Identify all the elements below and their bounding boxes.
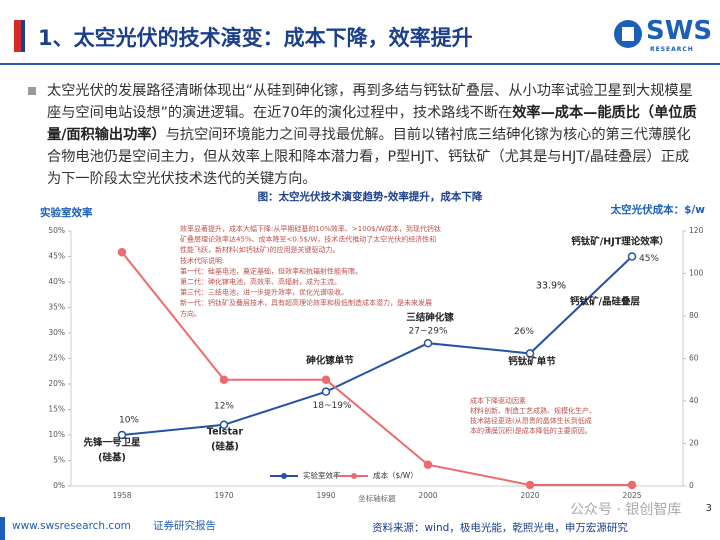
footer-kind: 证券研究报告 — [153, 519, 216, 532]
text: 太空光伏的发展路径清晰体现出“从硅到砷化镓，再到多结与钙钛矿叠层、从小功率试验卫… — [47, 83, 693, 121]
legend-marker — [281, 473, 287, 479]
point-label: (硅基) — [211, 441, 239, 453]
y2-axis-label: 太空光伏成本：$/w — [610, 203, 706, 216]
note-text: 第三代：三结电池，进一步提升效率，优化光谱吸收。 — [180, 288, 348, 297]
point-label: 33.9% — [536, 281, 566, 292]
point-label: 钙钛矿/晶硅叠层 — [570, 296, 640, 308]
bullet — [28, 87, 36, 95]
point-label: 钙钛矿单节 — [508, 356, 556, 368]
y2-tick-label: 20 — [689, 439, 699, 448]
logo-sub: RESEARCH — [650, 46, 694, 53]
point-label: 三结砷化镓 — [406, 312, 454, 324]
data-point — [321, 375, 331, 384]
accent-bar — [21, 20, 25, 52]
value-label: 27~29% — [409, 327, 448, 337]
point-label: Telstar — [207, 427, 244, 438]
note-text: 矿叠层理论效率达45%、成本降至<0.5$/W，技术迭代推动了太空光伏的经济性和 — [180, 235, 436, 244]
x-tick-label: 1958 — [112, 491, 131, 500]
value-label: 18~19% — [313, 401, 352, 411]
value-label: 10% — [119, 416, 139, 426]
series-line — [121, 251, 632, 486]
note-text: 第一代：硅基电池，奠定基础，但效率和抗辐射性能有限。 — [180, 266, 362, 275]
footer-site: www.swsresearch.com — [12, 520, 131, 532]
data-point — [627, 252, 637, 261]
point-label: 钙钛矿/HJT理论效率） — [571, 236, 668, 248]
y-tick-label: 15% — [48, 405, 65, 414]
y2-tick-label: 40 — [689, 396, 699, 405]
x-tick-label: 1990 — [316, 491, 335, 500]
legend-label: 成本（$/W） — [373, 470, 418, 480]
note-text: 第二代：砷化镓电池，高效率、高辐射，成为主流。 — [180, 277, 341, 286]
y-tick-label: 45% — [48, 252, 65, 261]
watermark: 公众号 · 银创智库 — [570, 502, 681, 518]
paragraph: 太空光伏的发展路径清晰体现出“从硅到砷化镓，再到多结与钙钛矿叠层、从小功率试验卫… — [47, 80, 702, 190]
value-label: 45% — [639, 254, 659, 264]
x-tick-label: 2025 — [622, 491, 641, 500]
y2-tick-label: 0 — [689, 481, 694, 490]
footer-accent — [0, 517, 5, 540]
y-tick-label: 0% — [53, 481, 65, 490]
y2-tick-label: 120 — [689, 226, 704, 235]
note-text: 本的薄膜沉积)是成本降低的主要原因。 — [470, 426, 592, 435]
accent-bar — [14, 20, 21, 52]
note-text: 技术代际说明: — [180, 256, 224, 265]
y-tick-label: 35% — [48, 303, 65, 312]
y2-tick-label: 100 — [689, 269, 704, 278]
text: 与抗空间环境能力之间寻找最优解。目前以锗衬底三结砷化镓为核心的第三代薄膜化合物电… — [47, 127, 691, 187]
value-label: 26% — [514, 327, 534, 337]
data-point — [321, 387, 331, 396]
data-point — [219, 420, 229, 430]
logo-text: SWS — [646, 16, 713, 46]
data-point — [525, 480, 535, 490]
data-point — [627, 480, 637, 490]
logo-icon — [622, 27, 634, 41]
y2-tick-label: 80 — [689, 311, 699, 320]
point-label: 先锋一号卫星 — [83, 437, 141, 449]
header-rule — [0, 63, 720, 65]
y2-tick-label: 60 — [689, 354, 699, 363]
data-point — [423, 338, 433, 348]
note-text: 效率显著提升，成本大幅下降:从早期硅基的10%效率、>100$/W成本，到现代钙… — [180, 224, 441, 233]
data-point — [219, 375, 229, 384]
y-tick-label: 40% — [48, 277, 65, 286]
note-text: 成本下降驱动因素 — [470, 396, 526, 405]
point-label: 砷化镓单节 — [306, 355, 354, 367]
chart-title: 图：太空光伏技术演变趋势-效率提升，成本下降 — [258, 190, 483, 203]
x-tick-label: 2020 — [520, 491, 539, 500]
x-tick-label: 1970 — [214, 491, 233, 500]
data-point — [117, 248, 127, 257]
y-axis-label: 实验室效率 — [40, 206, 93, 219]
note-text: 材料创新、制造工艺成熟、规模化生产、 — [470, 406, 596, 415]
point-label: (硅基) — [98, 452, 126, 464]
y-tick-label: 20% — [48, 379, 65, 388]
y-tick-label: 50% — [48, 226, 65, 235]
data-point — [117, 430, 127, 440]
note-text: 新一代：钙钛矿及叠层技术，具有超高理论效率和极低制造成本潜力，是未来发展 — [180, 298, 432, 307]
page-number: 3 — [706, 503, 712, 514]
x-axis-label: 坐标轴标题 — [358, 493, 396, 503]
data-point — [525, 349, 535, 358]
y-tick-label: 30% — [48, 328, 65, 337]
slide-title: 1、太空光伏的技术演变：成本下降，效率提升 — [38, 26, 473, 50]
note-text: 性能飞跃，新材料(如钙钛矿)的应用是关键驱动力。 — [180, 245, 339, 254]
text-bold: 效率—成本—能质比（单位质量/面积输出功率） — [47, 105, 697, 143]
legend-label: 实验室效率 — [303, 470, 341, 480]
y-tick-label: 25% — [48, 354, 65, 363]
source: 资料来源：wind，极电光能，乾照光电，申万宏源研究 — [372, 521, 628, 534]
x-tick-label: 2000 — [418, 491, 437, 500]
note-text: 方向。 — [180, 309, 201, 318]
series-line — [121, 255, 633, 436]
note-text: 技术路径更迭(从昂贵的晶体生长到低成 — [470, 416, 592, 425]
value-label: 12% — [214, 401, 234, 411]
legend-marker — [351, 473, 357, 479]
y-tick-label: 5% — [53, 456, 65, 465]
y-tick-label: 10% — [48, 430, 65, 439]
data-point — [423, 460, 433, 469]
